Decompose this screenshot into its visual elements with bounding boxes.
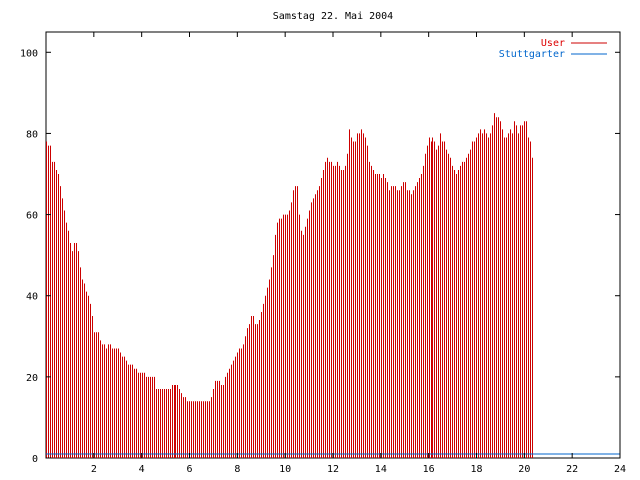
x-tick-label: 16: [423, 464, 435, 475]
x-tick-label: 6: [186, 464, 192, 475]
x-tick-label: 20: [518, 464, 530, 475]
x-tick-label: 4: [139, 464, 145, 475]
x-tick-label: 12: [327, 464, 339, 475]
y-axis-ticks: 0 20 40 60 80 100: [20, 48, 620, 465]
y-tick-label: 20: [26, 373, 38, 384]
x-axis-ticks: 2 4 6 8 10 12 14 16 18 20 22 24: [91, 32, 626, 475]
x-tick-label: 24: [614, 464, 626, 475]
legend-label-stuttgarter: Stuttgarter: [499, 49, 565, 60]
y-tick-label: 0: [32, 454, 38, 465]
x-tick-label: 18: [470, 464, 482, 475]
legend-label-user: User: [541, 38, 565, 49]
user-bars: [46, 113, 533, 458]
x-tick-label: 10: [279, 464, 291, 475]
x-tick-label: 8: [234, 464, 240, 475]
x-tick-label: 2: [91, 464, 97, 475]
y-tick-label: 40: [26, 292, 38, 303]
y-tick-label: 100: [20, 48, 38, 59]
y-tick-label: 60: [26, 211, 38, 222]
x-tick-label: 22: [566, 464, 578, 475]
x-tick-label: 14: [375, 464, 387, 475]
chart-title: Samstag 22. Mai 2004: [273, 11, 393, 22]
y-tick-label: 80: [26, 129, 38, 140]
